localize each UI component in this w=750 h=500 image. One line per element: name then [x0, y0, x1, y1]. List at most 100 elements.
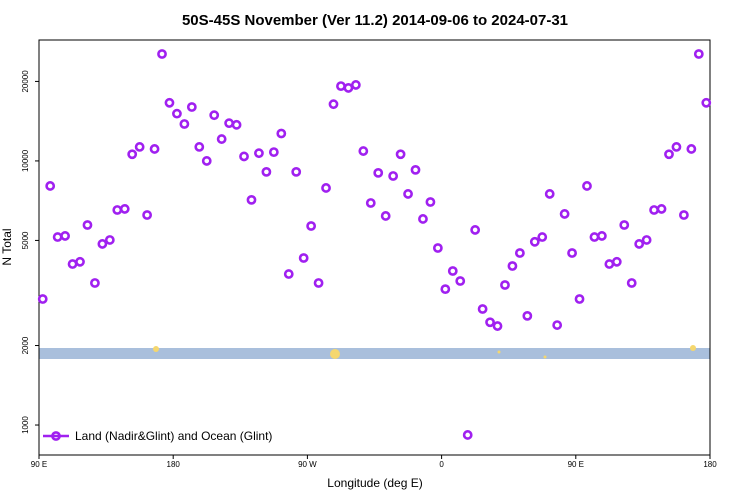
point: [679, 210, 689, 220]
y-tick-label: 2000: [21, 336, 30, 354]
point: [134, 142, 145, 152]
glint-band: [39, 348, 710, 359]
point: [701, 97, 712, 108]
y-axis-label: N Total: [0, 228, 14, 265]
point: [142, 210, 153, 220]
y-tick-label: 20000: [21, 70, 30, 93]
point: [447, 266, 458, 276]
point: [149, 144, 160, 154]
point: [127, 149, 138, 160]
point: [254, 148, 264, 159]
point: [209, 110, 220, 121]
point: [656, 204, 667, 214]
point: [119, 204, 130, 214]
point: [298, 253, 309, 263]
point: [216, 134, 227, 144]
band-markers: [153, 345, 696, 359]
point: [246, 194, 257, 205]
point: [440, 284, 451, 295]
point: [507, 261, 518, 271]
point: [179, 119, 190, 129]
x-tick-label: 90 E: [31, 460, 47, 469]
point: [358, 146, 369, 156]
point: [231, 119, 242, 130]
point: [425, 197, 436, 207]
point: [365, 198, 376, 208]
point: [321, 183, 331, 193]
point: [514, 248, 525, 258]
point: [671, 142, 682, 152]
point: [90, 278, 100, 288]
point: [97, 239, 108, 249]
point: [693, 49, 704, 59]
point: [395, 149, 406, 160]
point: [306, 221, 317, 231]
point: [596, 231, 607, 241]
point: [634, 239, 645, 249]
legend-label: Land (Nadir&Glint) and Ocean (Glint): [75, 429, 272, 443]
point: [328, 99, 339, 110]
point: [418, 214, 428, 224]
point: [186, 102, 197, 112]
y-tick-label: 10000: [21, 149, 30, 172]
point: [664, 149, 674, 160]
x-tick-label: 90 W: [298, 460, 317, 469]
point: [104, 235, 115, 245]
point: [201, 156, 212, 166]
point: [626, 278, 637, 288]
point: [567, 248, 577, 258]
y-tick-label: 1000: [21, 416, 30, 434]
point: [67, 259, 78, 269]
point: [313, 278, 324, 288]
point: [60, 231, 70, 241]
point: [224, 118, 235, 129]
plot-frame: [38, 39, 711, 456]
x-tick-label: 180: [167, 460, 181, 469]
point: [52, 232, 63, 242]
point: [537, 232, 548, 242]
point: [164, 97, 175, 108]
point: [619, 220, 630, 230]
point: [649, 205, 659, 215]
point: [239, 151, 249, 162]
point: [611, 256, 622, 267]
point: [500, 280, 510, 290]
point: [268, 147, 279, 157]
point: [522, 310, 533, 321]
point: [261, 166, 272, 177]
point: [112, 205, 123, 215]
point: [276, 128, 287, 139]
point: [45, 181, 56, 191]
x-tick-label: 0: [439, 460, 444, 469]
point: [604, 259, 615, 269]
point: [403, 189, 413, 199]
point: [470, 225, 481, 235]
point: [455, 276, 466, 286]
point: [589, 232, 600, 242]
point: [641, 235, 652, 245]
point: [172, 108, 182, 119]
point: [477, 304, 488, 314]
y-tick-label: 5000: [21, 231, 30, 249]
point: [380, 211, 391, 221]
point: [582, 181, 592, 191]
x-tick-label: 180: [703, 460, 717, 469]
x-axis-label: Longitude (deg E): [327, 476, 422, 490]
point: [559, 209, 570, 219]
point: [544, 189, 555, 199]
point: [291, 166, 302, 177]
point: [373, 167, 384, 178]
legend-marker: [51, 431, 61, 441]
point: [492, 321, 503, 331]
point: [350, 80, 361, 90]
point: [552, 320, 563, 330]
chart-title: 50S-45S November (Ver 11.2) 2014-09-06 t…: [182, 12, 568, 29]
point: [574, 294, 585, 304]
point: [686, 144, 697, 154]
point: [283, 269, 294, 279]
point: [37, 294, 48, 304]
point: [388, 171, 399, 181]
point: [529, 236, 540, 247]
x-tick-label: 90 E: [568, 460, 584, 469]
